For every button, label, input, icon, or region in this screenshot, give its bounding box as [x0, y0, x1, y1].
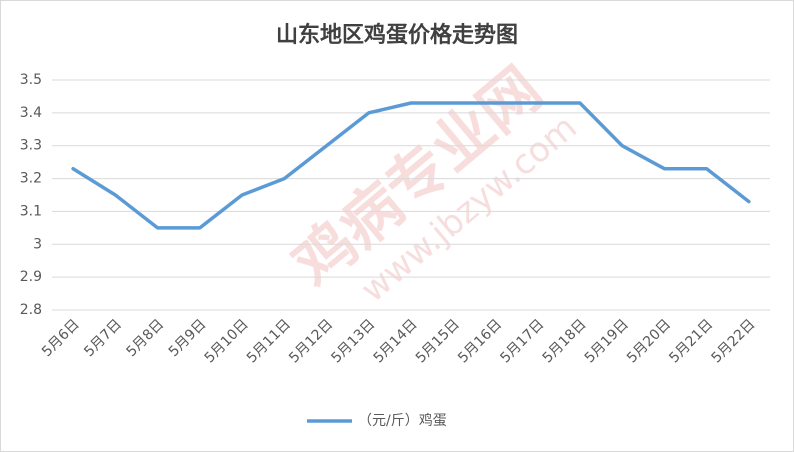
y-tick-label: 3.5 — [20, 72, 42, 88]
data-line — [71, 101, 751, 230]
y-tick-label: 3 — [33, 236, 42, 252]
chart-title: 山东地区鸡蛋价格走势图 — [276, 22, 518, 48]
y-tick-label: 3.1 — [20, 203, 42, 219]
y-tick-label: 3.2 — [20, 171, 42, 187]
y-tick-label: 3.4 — [20, 105, 42, 121]
y-tick-label: 2.9 — [20, 269, 42, 285]
y-tick-label: 3.3 — [20, 138, 42, 154]
legend-label: （元/斤）鸡蛋 — [358, 412, 447, 429]
y-tick-label: 2.8 — [20, 302, 42, 318]
